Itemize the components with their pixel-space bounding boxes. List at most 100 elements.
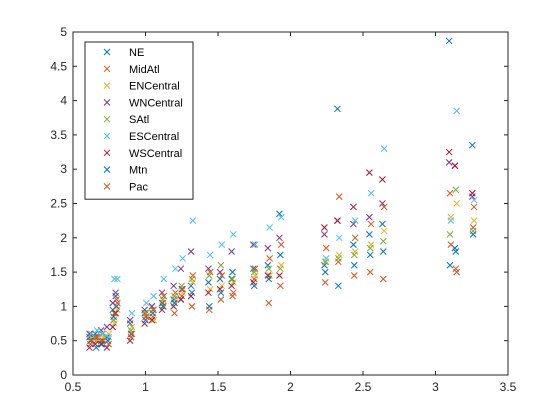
data-point-ESCentral — [206, 251, 214, 259]
data-point-ESCentral — [322, 255, 330, 262]
data-point-Mtn — [127, 330, 135, 338]
data-point-ESCentral — [453, 107, 461, 115]
data-point-ESCentral — [114, 275, 121, 283]
legend-label: Pac — [129, 181, 148, 193]
data-point-WSCentral — [112, 309, 119, 317]
data-point-ESCentral — [143, 299, 150, 307]
legend-label: ESCentral — [129, 131, 179, 143]
legend-label: ENCentral — [129, 81, 180, 93]
data-point-Mtn — [217, 289, 225, 297]
data-point-WNCentral — [379, 200, 386, 207]
data-point-SAtl — [379, 237, 387, 245]
data-point-Pac — [111, 309, 118, 317]
data-point-ESCentral — [99, 330, 107, 338]
axis-ticks-layer: 0.5 1 1.5 2 2.5 3 3.500.511.522.533.544.55 — [50, 25, 516, 394]
data-point-WSCentral — [148, 316, 156, 324]
data-point-WSCentral — [126, 337, 134, 345]
data-point-WSCentral — [321, 224, 328, 231]
y-tick-label: 0 — [60, 368, 67, 382]
data-point-WSCentral — [103, 344, 111, 351]
data-point-ESCentral — [160, 275, 168, 283]
data-point-Mtn — [171, 299, 178, 307]
data-point-NE — [228, 275, 235, 283]
data-point-NE — [216, 275, 224, 283]
x-tick-label: 1 — [142, 380, 149, 394]
data-point-SAtl — [217, 261, 225, 269]
data-point-ESCentral — [447, 217, 455, 225]
data-point-MidAtl — [321, 279, 329, 286]
data-point-Pac — [351, 234, 359, 242]
data-point-NE — [187, 282, 195, 290]
data-point-Pac — [206, 268, 214, 276]
data-point-Mtn — [334, 282, 342, 290]
y-tick-label: 3 — [60, 162, 67, 176]
data-point-WNCentral — [158, 289, 166, 297]
data-point-WNCentral — [445, 158, 453, 166]
data-point-Mtn — [178, 285, 186, 293]
data-point-Pac — [114, 299, 121, 307]
y-tick-label: 2 — [60, 231, 67, 245]
data-point-Pac — [277, 241, 285, 249]
data-point-Pac — [453, 268, 461, 276]
data-point-ENCentral — [150, 316, 157, 324]
data-point-ESCentral — [189, 217, 197, 225]
data-point-Mtn — [159, 303, 167, 310]
data-point-Mtn — [379, 248, 387, 255]
data-point-ESCentral — [380, 145, 388, 152]
data-point-ENCentral — [380, 227, 388, 235]
data-point-ENCentral — [453, 200, 461, 207]
legend-marker — [103, 48, 111, 56]
data-point-WSCentral — [205, 289, 212, 297]
x-tick-label: 3 — [432, 380, 439, 394]
legend-marker — [103, 65, 111, 73]
data-point-Pac — [105, 340, 113, 348]
data-point-Mtn — [205, 303, 213, 310]
data-point-ESCentral — [87, 330, 95, 338]
y-tick-label: 0.5 — [50, 334, 67, 348]
legend-label: Mtn — [129, 165, 147, 177]
data-point-SAtl — [452, 186, 460, 194]
data-point-ENCentral — [470, 217, 478, 225]
data-point-ESCentral — [218, 241, 226, 249]
data-point-Pac — [143, 313, 150, 321]
data-point-WSCentral — [97, 340, 105, 348]
data-point-MidAtl — [205, 306, 213, 314]
data-point-Pac — [322, 244, 330, 252]
data-point-WSCentral — [334, 217, 341, 225]
data-point-Pac — [160, 292, 168, 300]
data-point-WSCentral — [445, 148, 453, 156]
data-point-WSCentral — [276, 272, 283, 279]
data-point-NE — [379, 220, 386, 228]
data-point-SAtl — [98, 330, 106, 338]
legend-marker — [103, 166, 111, 173]
data-point-Pac — [335, 193, 343, 200]
data-point-NE — [366, 231, 373, 238]
data-point-SAtl — [350, 251, 358, 259]
data-point-Pac — [367, 220, 375, 228]
x-tick-label: 3.5 — [500, 380, 517, 394]
data-point-ENCentral — [160, 303, 168, 310]
legend-label: MidAtl — [129, 64, 160, 76]
y-tick-label: 4 — [60, 94, 67, 108]
data-point-ESCentral — [172, 265, 179, 273]
y-tick-label: 1.5 — [50, 265, 67, 279]
data-point-ESCentral — [266, 224, 273, 231]
data-point-WNCentral — [170, 282, 177, 290]
data-point-Mtn — [321, 268, 329, 276]
data-point-Pac — [251, 265, 259, 273]
data-point-WSCentral — [379, 176, 386, 183]
data-point-Mtn — [366, 251, 374, 259]
series-MidAtl — [87, 189, 477, 348]
data-point-WNCentral — [276, 234, 283, 242]
data-point-NE — [334, 105, 341, 113]
data-point-ESCentral — [367, 189, 375, 197]
data-point-Pac — [470, 203, 478, 211]
data-point-MidAtl — [379, 275, 387, 283]
data-point-MidAtl — [171, 309, 178, 317]
series-Mtn — [87, 231, 477, 351]
data-point-SAtl — [469, 227, 477, 235]
legend-marker — [103, 99, 111, 106]
data-point-MidAtl — [276, 282, 284, 290]
data-point-ESCentral — [351, 217, 359, 225]
data-point-WNCentral — [205, 265, 212, 273]
